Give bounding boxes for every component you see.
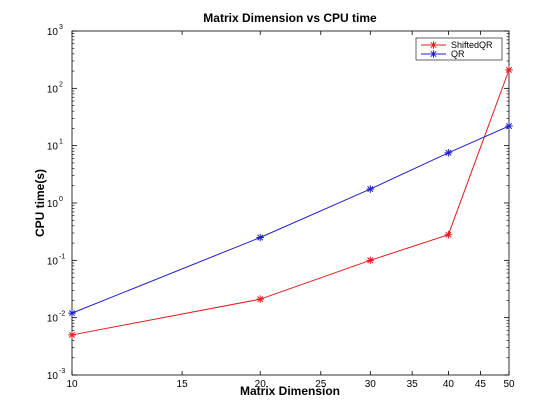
x-tick-label: 30 <box>365 379 377 390</box>
x-tick-label: 35 <box>407 379 419 390</box>
y-tick-exponent: -1 <box>59 253 65 260</box>
x-tick-label: 45 <box>475 379 487 390</box>
data-point-shiftedqr <box>68 331 76 339</box>
data-point-shiftedqr <box>366 256 375 265</box>
x-axis-ticks: 10 15 20 25 30 35 40 45 50 <box>66 31 515 390</box>
y-tick-exponent: 0 <box>59 196 63 203</box>
x-tick-label: 40 <box>443 379 455 390</box>
y-tick-label: 10 <box>47 84 59 95</box>
y-tick-label: 10 <box>47 314 59 325</box>
plot-area <box>71 30 510 376</box>
data-point-shiftedqr <box>444 230 453 239</box>
y-tick-label: 10 <box>47 256 59 267</box>
x-axis-label: Matrix Dimension <box>240 384 340 398</box>
y-tick-exponent: -3 <box>59 368 65 375</box>
y-tick-exponent: 1 <box>59 139 63 146</box>
data-point-shiftedqr <box>505 66 513 74</box>
x-tick-label: 50 <box>503 379 515 390</box>
y-tick-exponent: 2 <box>59 81 63 88</box>
y-tick-label: 10 <box>47 142 59 153</box>
y-tick-label: 10 <box>47 199 59 210</box>
legend-marker-shiftedqr <box>429 41 438 49</box>
x-tick-label: 25 <box>315 379 327 390</box>
series-layer <box>68 66 513 339</box>
legend-marker-qr <box>429 50 438 58</box>
legend-label-qr: QR <box>451 49 465 59</box>
y-tick-exponent: 3 <box>59 24 63 31</box>
data-point-qr <box>256 233 265 242</box>
y-axis-label: CPU time(s) <box>33 169 47 237</box>
y-tick-exponent: -2 <box>59 311 65 318</box>
chart-title: Matrix Dimension vs CPU time <box>203 11 377 25</box>
x-tick-label: 15 <box>177 379 189 390</box>
x-tick-label: 20 <box>255 379 267 390</box>
x-tick-label: 10 <box>66 379 78 390</box>
y-tick-label: 10 <box>47 27 59 38</box>
data-point-qr <box>505 122 513 130</box>
data-point-qr <box>444 149 453 157</box>
data-point-qr <box>366 185 375 193</box>
legend-label-shiftedqr: ShiftedQR <box>451 40 493 50</box>
data-point-shiftedqr <box>256 295 265 303</box>
data-point-qr <box>68 309 76 317</box>
y-tick-label: 10 <box>47 371 59 382</box>
